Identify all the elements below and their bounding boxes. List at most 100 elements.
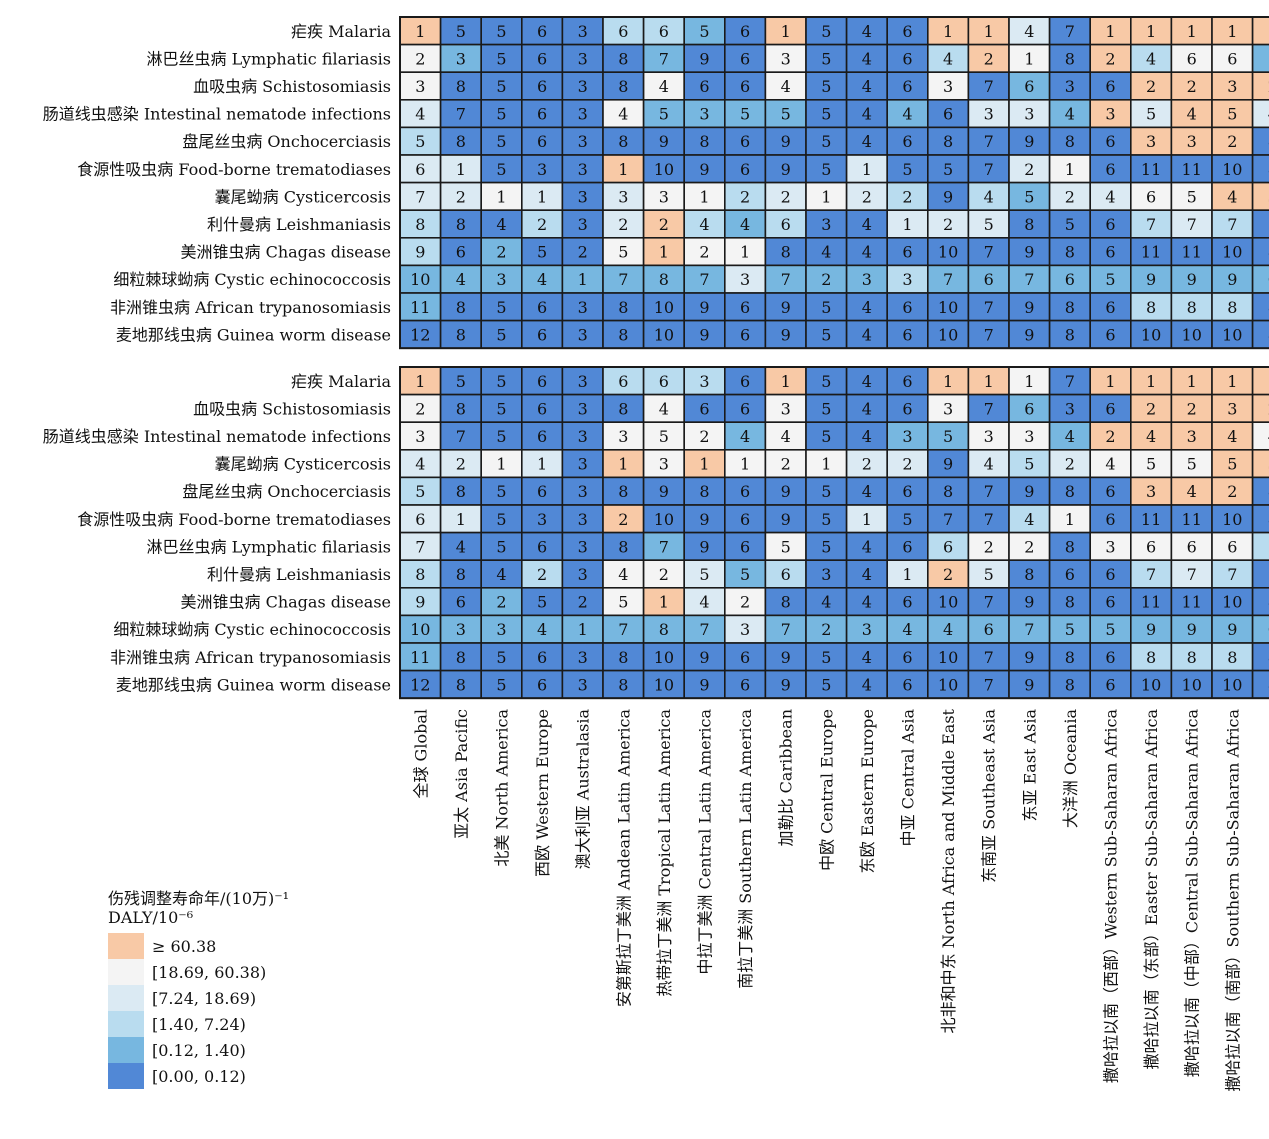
cell-value: 1 bbox=[902, 565, 912, 584]
cell-value: 4 bbox=[740, 215, 750, 234]
cell-value: 5 bbox=[821, 77, 831, 96]
cell-value: 3 bbox=[740, 620, 750, 639]
heatmap-cell bbox=[1251, 642, 1269, 672]
cell-value: 2 bbox=[537, 565, 547, 584]
heatmap-cell bbox=[1048, 504, 1091, 534]
cell-value: 8 bbox=[618, 298, 628, 317]
heatmap-cell bbox=[886, 366, 929, 396]
cell-value: 6 bbox=[902, 243, 912, 262]
cell-value: 6 bbox=[699, 399, 709, 418]
cell-value: 1 bbox=[1105, 22, 1115, 41]
cell-value: 10 bbox=[654, 325, 674, 344]
cell-value: 5 bbox=[537, 243, 547, 262]
cell-value: 5 bbox=[496, 399, 506, 418]
heatmap-cell bbox=[845, 319, 888, 350]
column-label: 东欧 Eastern Europe bbox=[858, 709, 877, 873]
cell-value: 6 bbox=[618, 372, 628, 391]
cell-value: 1 bbox=[1227, 22, 1237, 41]
cell-value: 11 bbox=[1182, 593, 1202, 612]
cell-value: 3 bbox=[578, 537, 588, 556]
cell-value: 6 bbox=[902, 49, 912, 68]
cell-value: 8 bbox=[456, 565, 466, 584]
cell-value: 2 bbox=[943, 565, 953, 584]
cell-value: 3 bbox=[1268, 455, 1269, 474]
heatmap-cell bbox=[642, 99, 685, 129]
cell-value: 1 bbox=[415, 372, 425, 391]
heatmap-cell bbox=[399, 586, 442, 617]
heatmap-cell bbox=[642, 292, 685, 322]
cell-value: 4 bbox=[862, 49, 872, 68]
heatmap-cell bbox=[561, 43, 604, 73]
cell-value: 8 bbox=[1268, 482, 1269, 501]
cell-value: 4 bbox=[862, 399, 872, 418]
heatmap-cell bbox=[520, 614, 564, 644]
cell-value: 2 bbox=[1268, 399, 1269, 418]
cell-value: 2 bbox=[1105, 427, 1115, 446]
cell-value: 6 bbox=[902, 675, 912, 694]
cell-value: 7 bbox=[1268, 565, 1269, 584]
cell-value: 1 bbox=[781, 22, 791, 41]
cell-value: 4 bbox=[537, 620, 547, 639]
cell-value: 6 bbox=[699, 77, 709, 96]
cell-value: 6 bbox=[1105, 243, 1115, 262]
heatmap-cell bbox=[1048, 642, 1091, 672]
cell-value: 1 bbox=[821, 187, 831, 206]
heatmap-cell bbox=[1251, 531, 1269, 561]
cell-value: 7 bbox=[984, 298, 994, 317]
cell-value: 6 bbox=[1268, 270, 1269, 289]
heatmap-cell bbox=[1130, 614, 1173, 644]
cell-value: 10 bbox=[1222, 593, 1242, 612]
cell-value: 1 bbox=[1268, 22, 1269, 41]
heatmap-cell bbox=[1048, 669, 1091, 699]
cell-value: 4 bbox=[862, 537, 872, 556]
cell-value: 3 bbox=[1268, 187, 1269, 206]
cell-value: 3 bbox=[578, 482, 588, 501]
heatmap-cell bbox=[1251, 319, 1269, 350]
column-label: 中拉丁美洲 Central Latin America bbox=[696, 709, 715, 975]
cell-value: 7 bbox=[943, 270, 953, 289]
cell-value: 6 bbox=[1105, 565, 1115, 584]
cell-value: 3 bbox=[578, 427, 588, 446]
heatmap-cell bbox=[1008, 448, 1051, 479]
heatmap-cell bbox=[805, 393, 848, 424]
cell-value: 10 bbox=[654, 675, 674, 694]
heatmap-cell bbox=[723, 531, 767, 561]
heatmap-cell bbox=[967, 366, 1010, 396]
cell-value: 6 bbox=[740, 510, 750, 529]
heatmap-cell bbox=[967, 264, 1010, 294]
cell-value: 4 bbox=[862, 372, 872, 391]
cell-value: 6 bbox=[740, 22, 750, 41]
cell-value: 6 bbox=[1024, 399, 1034, 418]
heatmap-cell bbox=[967, 237, 1010, 267]
legend-label: [0.12, 1.40) bbox=[152, 1040, 246, 1060]
cell-value: 4 bbox=[862, 243, 872, 262]
heatmap-cell bbox=[1170, 126, 1213, 156]
cell-value: 1 bbox=[659, 593, 669, 612]
cell-value: 3 bbox=[618, 187, 628, 206]
cell-value: 5 bbox=[821, 427, 831, 446]
cell-value: 2 bbox=[821, 270, 831, 289]
cell-value: 8 bbox=[781, 243, 791, 262]
cell-value: 8 bbox=[1187, 648, 1197, 667]
heatmap-cell bbox=[683, 586, 726, 617]
cell-value: 9 bbox=[781, 482, 791, 501]
cell-value: 1 bbox=[862, 160, 872, 179]
cell-value: 8 bbox=[456, 325, 466, 344]
cell-value: 9 bbox=[1146, 620, 1156, 639]
heatmap-cell bbox=[1170, 181, 1213, 212]
cell-value: 6 bbox=[740, 537, 750, 556]
cell-value: 3 bbox=[1065, 399, 1075, 418]
cell-value: 5 bbox=[496, 648, 506, 667]
cell-value: 8 bbox=[1268, 593, 1269, 612]
cell-value: 5 bbox=[496, 132, 506, 151]
cell-value: 6 bbox=[1227, 49, 1237, 68]
cell-value: 4 bbox=[415, 455, 425, 474]
cell-value: 6 bbox=[537, 648, 547, 667]
legend-swatch bbox=[108, 959, 144, 985]
heatmap-cell bbox=[1008, 393, 1051, 424]
cell-value: 7 bbox=[984, 77, 994, 96]
heatmap-cell bbox=[845, 421, 888, 451]
cell-value: 8 bbox=[415, 565, 425, 584]
cell-value: 6 bbox=[415, 510, 425, 529]
heatmap-cell bbox=[683, 209, 726, 239]
